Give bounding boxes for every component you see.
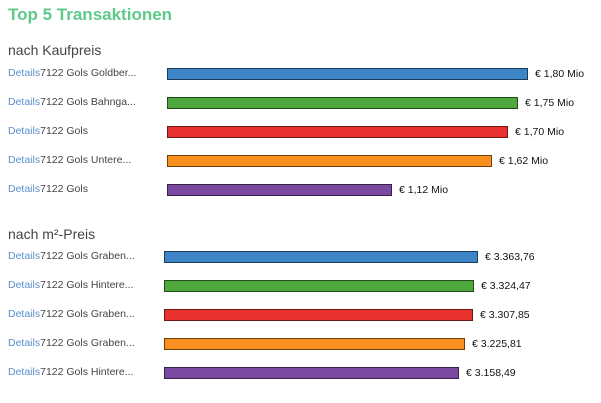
row-label: Details7122 Gols xyxy=(8,182,88,196)
details-link[interactable]: Details xyxy=(8,183,41,195)
details-link[interactable]: Details xyxy=(8,337,41,349)
tick-label: 7122 Gols Hintere... xyxy=(40,279,134,291)
bar xyxy=(164,367,459,379)
details-link[interactable]: Details xyxy=(8,125,41,137)
details-link[interactable]: Details xyxy=(8,308,41,320)
chart-title: nach m²-Preis xyxy=(8,226,96,242)
row-label: Details7122 Gols Untere... xyxy=(8,153,131,167)
tick-label: 7122 Gols Hintere... xyxy=(40,366,134,378)
tick-label: 7122 Gols Goldber... xyxy=(40,67,137,79)
details-link[interactable]: Details xyxy=(8,154,41,166)
row-label: Details7122 Gols Graben... xyxy=(8,307,135,321)
tick-label: 7122 Gols Untere... xyxy=(40,154,132,166)
chart-row: Details7122 Gols € 1,12 Mio xyxy=(0,182,601,202)
bar xyxy=(167,68,528,80)
tick-label: 7122 Gols Graben... xyxy=(40,337,135,349)
data-label: € 3.324,47 xyxy=(481,280,531,292)
tick-label: 7122 Gols xyxy=(40,183,88,195)
details-link[interactable]: Details xyxy=(8,96,41,108)
row-label: Details7122 Gols Goldber... xyxy=(8,66,136,80)
data-label: € 3.158,49 xyxy=(466,367,516,379)
data-label: € 1,12 Mio xyxy=(399,184,449,196)
data-label: € 3.307,85 xyxy=(480,309,530,321)
chart-row: Details7122 Gols Graben... € 3.307,85 xyxy=(0,307,601,327)
chart-row: Details7122 Gols Graben... € 3.363,76 xyxy=(0,249,601,269)
tick-label: 7122 Gols Bahnga... xyxy=(40,96,136,108)
row-label: Details7122 Gols xyxy=(8,124,88,138)
bar xyxy=(164,251,478,263)
details-link[interactable]: Details xyxy=(8,366,41,378)
chart-row: Details7122 Gols Graben... € 3.225,81 xyxy=(0,336,601,356)
data-label: € 1,75 Mio xyxy=(525,97,575,109)
data-label: € 1,62 Mio xyxy=(499,155,549,167)
tick-label: 7122 Gols xyxy=(40,125,88,137)
page-title: Top 5 Transaktionen xyxy=(8,5,173,24)
bar xyxy=(167,126,508,138)
data-label: € 3.363,76 xyxy=(485,251,535,263)
row-label: Details7122 Gols Bahnga... xyxy=(8,95,136,109)
chart-m2-preis: nach m²-Preis Details7122 Gols Graben...… xyxy=(0,226,601,396)
tick-label: 7122 Gols Graben... xyxy=(40,250,135,262)
chart-row: Details7122 Gols Goldber... € 1,80 Mio xyxy=(0,66,601,86)
bar xyxy=(164,338,465,350)
row-label: Details7122 Gols Graben... xyxy=(8,249,135,263)
bar xyxy=(167,155,492,167)
row-label: Details7122 Gols Hintere... xyxy=(8,278,134,292)
chart-row: Details7122 Gols € 1,70 Mio xyxy=(0,124,601,144)
details-link[interactable]: Details xyxy=(8,279,41,291)
row-label: Details7122 Gols Hintere... xyxy=(8,365,134,379)
row-label: Details7122 Gols Graben... xyxy=(8,336,135,350)
chart-row: Details7122 Gols Hintere... € 3.158,49 xyxy=(0,365,601,385)
details-link[interactable]: Details xyxy=(8,250,41,262)
bar xyxy=(167,184,392,196)
bar xyxy=(167,97,518,109)
data-label: € 3.225,81 xyxy=(472,338,522,350)
chart-kaufpreis: nach Kaufpreis Details7122 Gols Goldber.… xyxy=(0,42,601,212)
bar xyxy=(164,280,474,292)
chart-title: nach Kaufpreis xyxy=(8,42,102,58)
bar xyxy=(164,309,473,321)
chart-row: Details7122 Gols Hintere... € 3.324,47 xyxy=(0,278,601,298)
data-label: € 1,70 Mio xyxy=(515,126,565,138)
details-link[interactable]: Details xyxy=(8,67,41,79)
chart-row: Details7122 Gols Bahnga... € 1,75 Mio xyxy=(0,95,601,115)
chart-row: Details7122 Gols Untere... € 1,62 Mio xyxy=(0,153,601,173)
data-label: € 1,80 Mio xyxy=(535,68,585,80)
tick-label: 7122 Gols Graben... xyxy=(40,308,135,320)
